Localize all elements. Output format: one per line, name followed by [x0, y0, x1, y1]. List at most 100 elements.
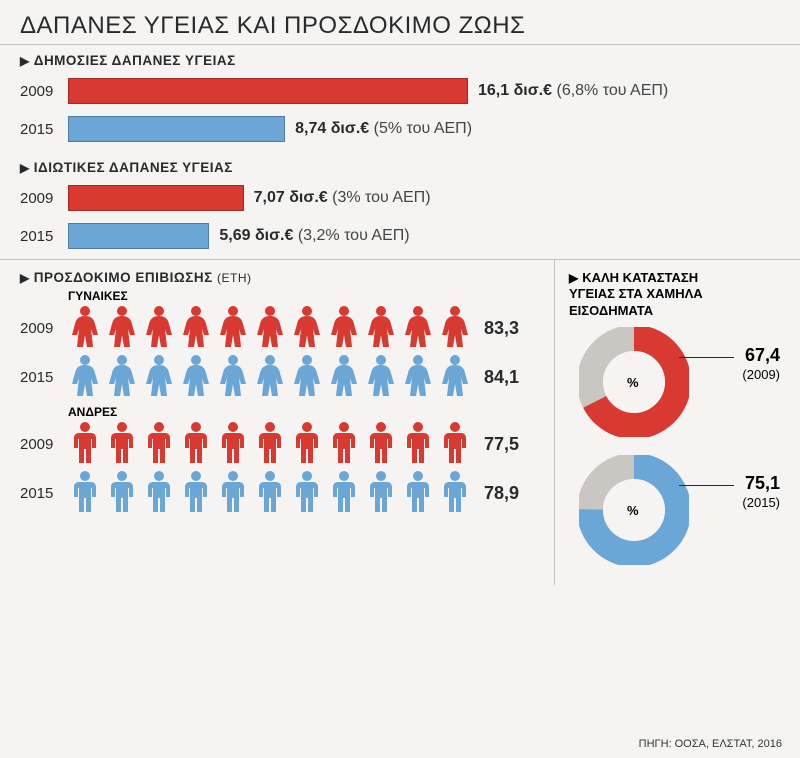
percent-symbol: %	[627, 503, 639, 518]
male-icon	[253, 470, 287, 512]
survival-section: ▶ΠΡΟΣΔΟΚΙΜΟ ΕΠΙΒΙΩΣΗΣ (ΕΤΗ) ΓΥΝΑΙΚΕΣ 2009…	[0, 260, 555, 585]
female-icon	[290, 354, 324, 396]
year-label: 2015	[20, 369, 68, 386]
donut-year: (2015)	[742, 495, 780, 510]
year-label: 2009	[20, 436, 68, 453]
male-icon	[105, 470, 139, 512]
female-icon	[142, 354, 176, 396]
triangle-icon: ▶	[20, 271, 30, 285]
public-section: ▶ΔΗΜΟΣΙΕΣ ΔΑΠΑΝΕΣ ΥΓΕΙΑΣ 2009 16,1 δισ.€ …	[0, 45, 800, 144]
private-section: ▶ΙΔΙΩΤΙΚΕΣ ΔΑΠΑΝΕΣ ΥΓΕΙΑΣ 2009 7,07 δισ.€…	[0, 152, 800, 251]
male-icon	[142, 470, 176, 512]
percent-symbol: %	[627, 375, 639, 390]
main-title: ΔΑΠΑΝΕΣ ΥΓΕΙΑΣ ΚΑΙ ΠΡΟΣΔΟΚΙΜΟ ΖΩΗΣ	[0, 0, 800, 45]
bar-row: 2015 5,69 δισ.€ (3,2% του ΑΕΠ)	[20, 221, 780, 251]
female-icon	[142, 305, 176, 347]
bar-value-label: 5,69 δισ.€ (3,2% του ΑΕΠ)	[219, 227, 409, 245]
bar-track	[68, 183, 244, 213]
male-icon	[105, 421, 139, 463]
triangle-icon: ▶	[569, 271, 578, 285]
male-icon	[142, 421, 176, 463]
pictogram-value: 78,9	[484, 483, 519, 504]
donut-value: 75,1	[745, 473, 780, 494]
female-icon	[438, 354, 472, 396]
pictogram-row: 2009 77,5	[20, 421, 544, 468]
female-icon	[105, 354, 139, 396]
male-icon	[438, 421, 472, 463]
bar-track	[68, 114, 285, 144]
health-status-section: ▶ΚΑΛΗ ΚΑΤΑΣΤΑΣΗ ΥΓΕΙΑΣ ΣΤΑ ΧΑΜΗΛΑ ΕΙΣΟΔΗ…	[555, 260, 800, 585]
male-icon	[68, 470, 102, 512]
bar-row: 2009 7,07 δισ.€ (3% του ΑΕΠ)	[20, 183, 780, 213]
year-label: 2015	[20, 228, 68, 245]
triangle-icon: ▶	[20, 54, 30, 68]
male-icon	[401, 421, 435, 463]
male-icon	[290, 470, 324, 512]
male-icon	[216, 470, 250, 512]
female-icon	[401, 305, 435, 347]
female-icon	[364, 354, 398, 396]
female-icon	[179, 354, 213, 396]
male-icon	[179, 421, 213, 463]
donut-wrap: 75,1(2015)%	[569, 455, 786, 575]
gender-label: ΓΥΝΑΙΚΕΣ	[68, 289, 544, 303]
source-text: ΠΗΓΗ: ΟΟΣΑ, ΕΛΣΤΑΤ, 2016	[639, 738, 782, 750]
male-icon	[253, 421, 287, 463]
bar-track	[68, 76, 468, 106]
pictogram-icons	[68, 470, 472, 517]
survival-heading: ▶ΠΡΟΣΔΟΚΙΜΟ ΕΠΙΒΙΩΣΗΣ (ΕΤΗ)	[20, 270, 544, 285]
pictogram-value: 83,3	[484, 318, 519, 339]
year-label: 2009	[20, 320, 68, 337]
female-icon	[327, 354, 361, 396]
female-icon	[216, 354, 250, 396]
donut-wrap: 67,4(2009)%	[569, 327, 786, 447]
public-heading: ▶ΔΗΜΟΣΙΕΣ ΔΑΠΑΝΕΣ ΥΓΕΙΑΣ	[20, 53, 780, 68]
male-icon	[364, 470, 398, 512]
pictogram-icons	[68, 421, 472, 468]
private-heading: ▶ΙΔΙΩΤΙΚΕΣ ΔΑΠΑΝΕΣ ΥΓΕΙΑΣ	[20, 160, 780, 175]
bar-track	[68, 221, 209, 251]
bar-fill	[68, 116, 285, 142]
male-icon	[216, 421, 250, 463]
male-icon	[68, 421, 102, 463]
male-icon	[364, 421, 398, 463]
pictogram-value: 77,5	[484, 434, 519, 455]
male-icon	[327, 421, 361, 463]
pictogram-value: 84,1	[484, 367, 519, 388]
female-icon	[68, 354, 102, 396]
female-icon	[290, 305, 324, 347]
year-label: 2015	[20, 485, 68, 502]
female-icon	[438, 305, 472, 347]
female-icon	[216, 305, 250, 347]
health-status-heading: ▶ΚΑΛΗ ΚΑΤΑΣΤΑΣΗ ΥΓΕΙΑΣ ΣΤΑ ΧΑΜΗΛΑ ΕΙΣΟΔΗ…	[569, 270, 786, 319]
bar-fill	[68, 223, 209, 249]
year-label: 2015	[20, 121, 68, 138]
gender-label: ΑΝΔΡΕΣ	[68, 405, 544, 419]
donut-year: (2009)	[742, 367, 780, 382]
pictogram-row: 2015 78,9	[20, 470, 544, 517]
male-icon	[179, 470, 213, 512]
donut-value: 67,4	[745, 345, 780, 366]
female-icon	[364, 305, 398, 347]
pictogram-row: 2015 84,1	[20, 354, 544, 401]
year-label: 2009	[20, 83, 68, 100]
bar-value-label: 16,1 δισ.€ (6,8% του ΑΕΠ)	[478, 82, 668, 100]
female-icon	[327, 305, 361, 347]
leader-line	[679, 357, 734, 358]
bar-value-label: 7,07 δισ.€ (3% του ΑΕΠ)	[254, 189, 431, 207]
triangle-icon: ▶	[20, 161, 30, 175]
male-icon	[401, 470, 435, 512]
female-icon	[253, 354, 287, 396]
pictogram-row: 2009 83,3	[20, 305, 544, 352]
bar-row: 20158,74 δισ.€ (5% του ΑΕΠ)	[20, 114, 780, 144]
female-icon	[68, 305, 102, 347]
pictogram-icons	[68, 305, 472, 352]
leader-line	[679, 485, 734, 486]
year-label: 2009	[20, 190, 68, 207]
male-icon	[327, 470, 361, 512]
female-icon	[253, 305, 287, 347]
bar-row: 2009 16,1 δισ.€ (6,8% του ΑΕΠ)	[20, 76, 780, 106]
male-icon	[438, 470, 472, 512]
bar-fill	[68, 78, 468, 104]
bar-fill	[68, 185, 244, 211]
